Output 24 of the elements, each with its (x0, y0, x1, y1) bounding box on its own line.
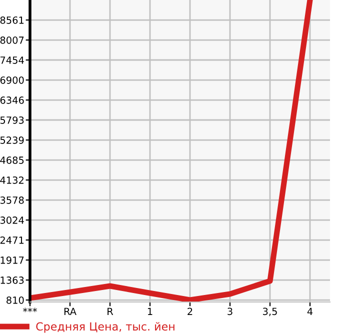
y-tick-label: 7454 (0, 56, 24, 64)
x-tick-label: 2 (188, 308, 192, 315)
y-tick-label: 6346 (0, 96, 24, 104)
y-tick-label: 4132 (0, 176, 24, 184)
x-tick-label: R (108, 308, 114, 315)
y-tick-label: 3024 (0, 216, 24, 224)
x-tick-label: RA (64, 308, 76, 315)
y-tick-label: 1363 (0, 276, 24, 284)
y-tick-label: 1917 (0, 256, 24, 264)
y-tick-label: 4685 (0, 156, 24, 164)
x-tick-label: 3 (228, 308, 232, 316)
x-tick-label: 1 (148, 308, 152, 315)
x-tick-label: 3,5 (263, 308, 277, 316)
y-tick-label: 8561 (0, 16, 24, 24)
y-tick-label: 5793 (0, 116, 24, 124)
legend-label: Средняя Цена, тыс. йен (36, 322, 174, 333)
y-tick-label: 8007 (0, 36, 24, 44)
y-tick-label: 6900 (0, 76, 24, 84)
y-tick-label: 2471 (0, 236, 24, 244)
x-tick-label: *** (23, 308, 37, 312)
y-tick-label: 5239 (0, 136, 24, 144)
x-tick-label: 4 (307, 308, 313, 315)
y-tick-label: 810 (6, 296, 24, 304)
y-tick-label: 3578 (0, 196, 24, 204)
